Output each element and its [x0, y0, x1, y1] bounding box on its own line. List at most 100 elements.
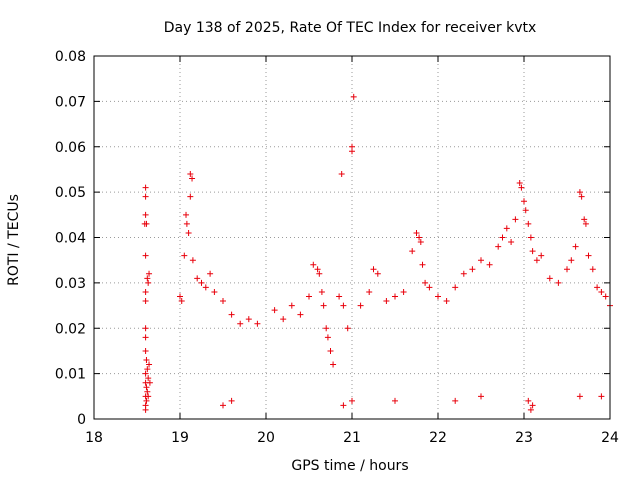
data-point	[518, 184, 525, 191]
data-point	[417, 239, 424, 246]
data-point	[460, 270, 467, 277]
data-point	[185, 229, 192, 236]
data-point	[142, 252, 149, 259]
data-point	[144, 366, 151, 373]
data-point	[143, 397, 150, 404]
data-point	[392, 293, 398, 300]
data-point	[177, 293, 183, 300]
data-point	[228, 397, 235, 404]
data-point	[187, 193, 194, 200]
data-point	[183, 211, 190, 218]
data-point	[594, 284, 601, 291]
data-point	[422, 279, 429, 286]
data-point	[416, 234, 423, 241]
data-point	[538, 252, 545, 259]
data-point	[349, 143, 355, 150]
data-point	[350, 93, 357, 100]
data-point	[582, 220, 589, 227]
data-point	[327, 347, 334, 354]
data-point	[555, 279, 562, 286]
data-point	[181, 252, 188, 259]
data-point	[220, 402, 226, 409]
data-point	[207, 270, 214, 277]
data-point	[572, 243, 579, 250]
data-point	[142, 288, 149, 295]
data-point	[288, 302, 295, 309]
data-point	[320, 302, 327, 309]
data-point	[374, 270, 381, 277]
data-point	[478, 257, 484, 264]
data-point	[426, 284, 433, 291]
data-point	[529, 248, 536, 255]
data-point	[585, 252, 592, 259]
data-point	[178, 298, 185, 305]
data-point	[142, 298, 149, 305]
data-point	[220, 298, 226, 305]
data-point	[366, 288, 373, 295]
y-tick-label: 0.02	[55, 321, 86, 337]
data-point	[525, 220, 532, 227]
data-point	[143, 220, 150, 227]
data-point	[486, 261, 493, 268]
data-point	[146, 361, 153, 368]
data-point	[323, 325, 330, 332]
data-point	[578, 193, 585, 200]
data-point	[142, 184, 149, 191]
data-point	[144, 275, 151, 282]
x-tick-label: 22	[429, 430, 447, 446]
data-point	[370, 266, 377, 273]
data-point	[146, 270, 153, 277]
data-point	[533, 257, 540, 264]
data-point	[314, 266, 321, 273]
x-tick-label: 19	[171, 430, 189, 446]
data-point	[435, 293, 441, 300]
scatter-points	[141, 93, 613, 413]
data-point	[297, 311, 304, 318]
data-point	[142, 193, 149, 200]
data-point	[452, 397, 459, 404]
x-tick-label: 21	[343, 430, 361, 446]
data-point	[271, 307, 278, 314]
y-tick-label: 0.03	[55, 276, 86, 292]
axis-ticks: 0 0.01 0.02 0.03 0.04 0.05 0.06 0.07 0.08 18 19 20 2…	[55, 49, 619, 446]
data-point	[527, 406, 534, 413]
data-point	[409, 248, 416, 255]
data-point	[198, 279, 205, 286]
data-point	[324, 334, 331, 341]
data-point	[576, 393, 583, 400]
data-point	[383, 298, 390, 305]
data-point	[143, 357, 150, 364]
data-point	[228, 311, 235, 318]
data-point	[452, 284, 459, 291]
data-point	[349, 397, 355, 404]
data-point	[330, 361, 337, 368]
data-point	[357, 302, 364, 309]
data-point	[142, 334, 149, 341]
data-point	[143, 384, 150, 391]
data-point	[392, 397, 398, 404]
y-tick-label: 0.07	[55, 94, 86, 110]
data-point	[499, 234, 506, 241]
data-point	[400, 288, 407, 295]
data-point	[512, 216, 519, 223]
data-point	[189, 175, 196, 182]
grid-lines	[94, 56, 610, 419]
data-point	[598, 393, 605, 400]
y-axis-label: ROTI / TECUs	[6, 194, 22, 286]
data-point	[145, 279, 152, 286]
data-point	[419, 261, 426, 268]
data-point	[142, 211, 149, 218]
data-point	[306, 293, 312, 300]
x-tick-label: 24	[601, 430, 619, 446]
data-point	[146, 379, 153, 386]
data-point	[142, 370, 149, 377]
data-point	[280, 316, 287, 323]
data-point	[581, 216, 588, 223]
data-point	[564, 266, 570, 273]
data-point	[495, 243, 502, 250]
data-point	[469, 266, 476, 273]
y-tick-label: 0	[77, 412, 86, 428]
data-point	[525, 397, 532, 404]
x-axis-label: GPS time / hours	[291, 458, 408, 474]
data-point	[340, 402, 347, 409]
